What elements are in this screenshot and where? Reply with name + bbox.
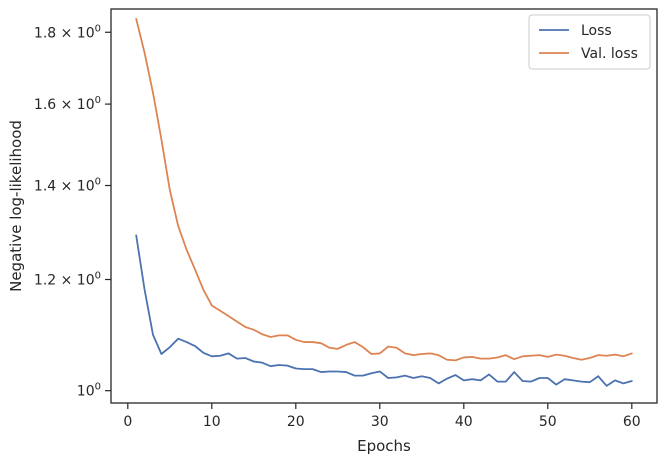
series-line-val-loss [135, 17, 633, 362]
y-axis-label: Negative log-likelihood [7, 120, 25, 292]
x-tick-label: 0 [123, 414, 132, 430]
x-tick-label: 20 [287, 414, 305, 430]
y-axis: 100 1.2 × 100 1.4 × 100 1.6 × 100 1.8 × 100 [34, 23, 111, 400]
x-tick-label: 40 [455, 414, 473, 430]
y-tick-label: 1.6 × 100 [34, 95, 101, 113]
y-tick-label: 1.4 × 100 [34, 177, 101, 195]
series-line-loss [135, 234, 633, 387]
plot-lines [135, 17, 633, 387]
x-tick-label: 30 [371, 414, 389, 430]
legend: Loss Val. loss [528, 14, 651, 70]
legend-label-loss: Loss [581, 23, 612, 39]
plot-frame [110, 8, 658, 404]
x-axis: 0 10 20 30 40 50 60 [123, 403, 641, 430]
y-tick-label: 100 [77, 382, 101, 400]
legend-label-val-loss: Val. loss [581, 46, 638, 62]
x-tick-label: 10 [203, 414, 221, 430]
x-tick-label: 60 [623, 414, 641, 430]
x-tick-label: 50 [539, 414, 557, 430]
y-tick-label: 1.8 × 100 [34, 23, 101, 41]
x-axis-label: Epochs [357, 437, 411, 455]
y-tick-label: 1.2 × 100 [34, 271, 101, 289]
legend-box [528, 14, 651, 70]
